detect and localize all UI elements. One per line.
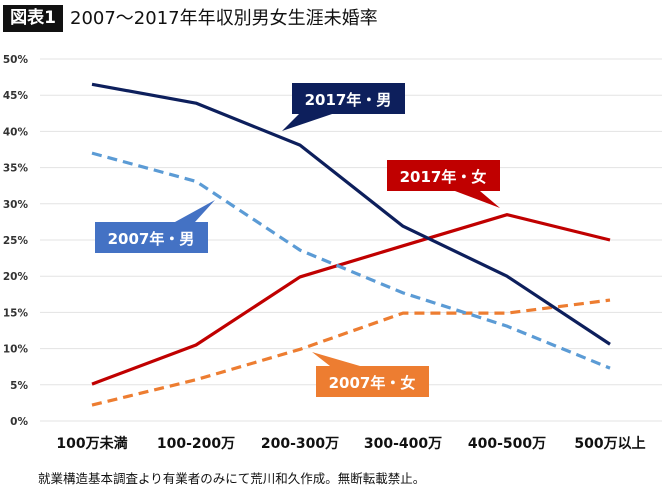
callout-pointer	[312, 352, 360, 366]
series-line	[91, 213, 611, 386]
series-label: 2007年・男	[108, 230, 195, 248]
y-tick-label: 10%	[3, 344, 29, 356]
x-tick-label: 100万未満	[56, 435, 127, 452]
y-tick-label: 20%	[3, 271, 29, 283]
series-label: 2007年・女	[329, 374, 416, 392]
x-tick-label: 300-400万	[364, 436, 442, 452]
y-tick-label: 5%	[10, 380, 28, 392]
series-label: 2017年・女	[400, 168, 487, 186]
x-tick-label: 500万以上	[574, 436, 645, 452]
figure-badge: 図表1	[3, 5, 63, 32]
y-tick-label: 35%	[3, 163, 29, 175]
series-label: 2017年・男	[305, 91, 392, 109]
x-tick-label: 400-500万	[468, 436, 546, 452]
x-tick-label: 200-300万	[261, 436, 339, 452]
y-tick-label: 0%	[10, 416, 28, 428]
y-tick-label: 40%	[3, 126, 29, 138]
series-line	[91, 82, 611, 346]
y-tick-label: 30%	[3, 199, 29, 211]
callout-pointer	[455, 191, 500, 208]
footnote: 就業構造基本調査より有業者のみにて荒川和久作成。無断転載禁止。	[38, 471, 426, 486]
y-tick-label: 45%	[3, 90, 29, 102]
callout-box	[387, 160, 500, 191]
callout-box	[95, 222, 208, 253]
y-tick-label: 15%	[3, 307, 29, 319]
x-tick-label: 100-200万	[157, 436, 235, 452]
callout-pointer	[175, 200, 215, 222]
callout-box	[316, 366, 429, 397]
callout-pointer	[282, 113, 335, 131]
y-tick-label: 25%	[3, 235, 29, 247]
callout-box	[292, 83, 405, 114]
chart-title: 2007〜2017年年収別男女生涯未婚率	[70, 8, 378, 29]
y-tick-label: 50%	[3, 54, 29, 66]
series-line	[91, 298, 611, 407]
series-line	[91, 151, 611, 370]
